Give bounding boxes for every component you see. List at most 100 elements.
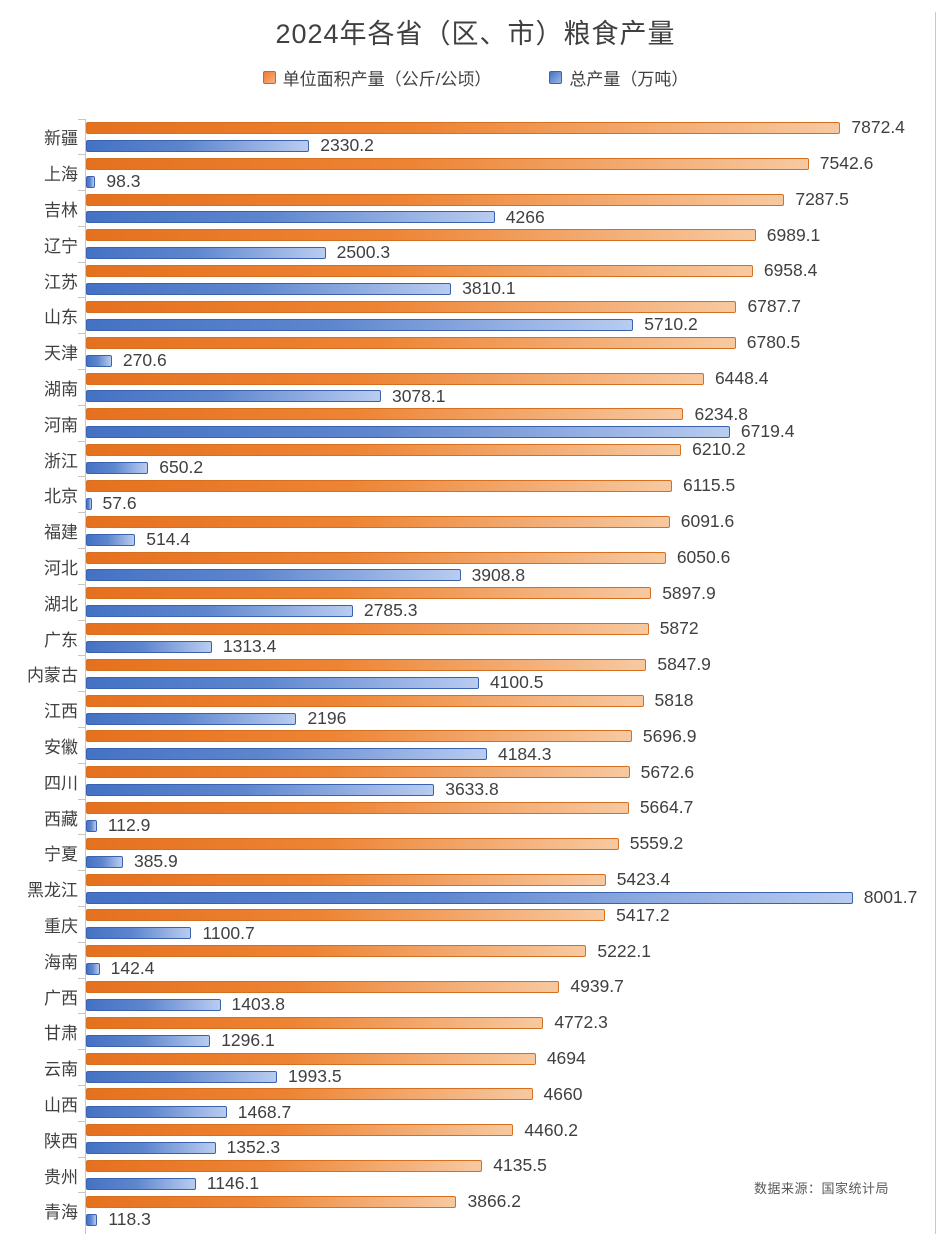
data-label: 6234.8: [694, 403, 748, 424]
data-label: 4266: [505, 206, 545, 227]
data-label: 4772.3: [554, 1012, 608, 1033]
total-output-bar-line: 514.4: [86, 530, 936, 549]
total-output-bar: [86, 1177, 196, 1190]
category-label: 云南: [44, 1060, 78, 1080]
category-label: 宁夏: [44, 845, 78, 865]
unit-yield-bar-line: 4772.3: [86, 1014, 936, 1032]
unit-yield-bar-line: 7872.4: [86, 119, 936, 137]
data-label: 6958.4: [763, 260, 818, 281]
category-row: 内蒙古 5847.9 4100.5: [27, 655, 936, 692]
category-label: 山东: [44, 308, 78, 328]
total-output-bar: [86, 640, 212, 653]
window-edge-line: [935, 12, 936, 1234]
category-label: 吉林: [44, 200, 78, 220]
data-label: 4184.3: [497, 743, 552, 764]
total-output-bar-line: 1468.7: [86, 1103, 936, 1121]
plot-area-wrapper: 新疆 7872.4 2330.2 上海 7542.6 98.3 吉林 7287.5 4266 辽宁…: [0, 118, 936, 1234]
data-label: 6719.4: [740, 421, 795, 442]
total-output-bar-line: 142.4: [86, 960, 936, 978]
category-row: 贵州 4135.5 1146.1: [44, 1156, 936, 1194]
data-label: 3908.8: [471, 564, 526, 585]
total-output-bar-line: 1993.5: [86, 1067, 936, 1086]
unit-yield-bar: [86, 766, 630, 779]
total-output-bar-line: 4100.5: [86, 674, 936, 692]
legend-item-unit-yield: 单位面积产量（公斤/公顷）: [262, 65, 491, 90]
total-output-bar: [86, 963, 100, 976]
unit-yield-bar-line: 4460.2: [86, 1121, 936, 1139]
category-label: 山西: [44, 1095, 78, 1115]
unit-yield-bar-line: 6989.1: [86, 226, 936, 244]
total-output-bar: [86, 175, 96, 188]
category-row: 甘肃 4772.3 1296.1: [44, 1013, 936, 1050]
data-label: 5897.9: [662, 582, 716, 603]
unit-yield-bar: [86, 265, 753, 278]
category-row: 北京 6115.5 57.6: [44, 475, 936, 514]
total-output-bar-line: 4266: [86, 208, 936, 226]
total-output-bar: [86, 784, 435, 797]
unit-yield-bar-line: 5423.4: [86, 868, 936, 889]
data-label: 385.9: [133, 851, 178, 872]
unit-yield-bar-line: 5222.1: [86, 942, 936, 960]
total-output-bar: [86, 998, 221, 1011]
unit-yield-bar-line: 6234.8: [86, 405, 936, 423]
unit-yield-bar: [86, 444, 682, 457]
total-output-bar-line: 1403.8: [86, 996, 936, 1014]
unit-yield-bar-line: 6780.5: [86, 333, 936, 352]
data-label: 7872.4: [851, 117, 905, 138]
total-output-bar: [86, 247, 326, 260]
data-label: 4100.5: [489, 672, 544, 693]
unit-yield-bar: [86, 623, 649, 636]
total-output-bar-line: 4184.3: [86, 745, 936, 763]
unit-yield-bar: [86, 1124, 514, 1137]
data-label: 112.9: [107, 815, 151, 836]
total-output-bar: [86, 139, 310, 152]
unit-yield-bar-line: 4694: [86, 1049, 936, 1068]
category-label: 安徽: [44, 737, 78, 757]
total-output-bar: [86, 927, 192, 940]
data-label: 6091.6: [680, 510, 735, 531]
category-row: 海南 5222.1 142.4: [44, 941, 936, 978]
unit-yield-bar-line: 5559.2: [86, 835, 936, 853]
data-label: 5423.4: [616, 868, 671, 889]
data-label: 5710.2: [644, 314, 698, 335]
unit-yield-bar-line: 6050.6: [86, 546, 936, 567]
total-output-bar-line: 1296.1: [86, 1031, 936, 1050]
data-label: 6050.6: [676, 546, 731, 567]
category-label: 福建: [44, 523, 78, 543]
category-row: 辽宁 6989.1 2500.3: [44, 225, 936, 262]
data-label: 1146.1: [206, 1173, 260, 1194]
category-row: 福建 6091.6 514.4: [44, 510, 936, 549]
total-output-bar-line: 118.3: [86, 1210, 936, 1229]
data-label: 4939.7: [570, 976, 624, 997]
data-label: 57.6: [102, 493, 137, 514]
data-source-note: 数据来源：国家统计局: [753, 1181, 889, 1196]
unit-yield-bar: [86, 1052, 536, 1065]
category-label: 浙江: [44, 451, 78, 471]
category-label: 四川: [44, 773, 78, 793]
unit-yield-bar-line: 5872: [86, 620, 936, 638]
category-row: 上海 7542.6 98.3: [44, 154, 936, 191]
category-label: 河北: [44, 558, 78, 578]
total-output-bar: [86, 748, 487, 761]
category-label: 天津: [44, 344, 78, 364]
data-label: 6115.5: [683, 475, 736, 496]
category-label: 青海: [44, 1203, 78, 1223]
data-label: 5222.1: [597, 940, 651, 961]
total-output-bar: [86, 283, 452, 296]
unit-yield-bar: [86, 157, 809, 170]
category-row: 湖南 6448.4 3078.1: [44, 369, 936, 406]
total-output-bar-line: 5710.2: [86, 316, 936, 334]
total-output-bar: [86, 318, 634, 331]
category-row: 四川 5672.6 3633.8: [44, 762, 936, 799]
total-output-bar: [86, 605, 353, 618]
unit-yield-bar: [86, 1088, 533, 1101]
data-label: 3078.1: [391, 385, 446, 406]
total-output-bar: [86, 891, 853, 904]
unit-yield-bar-line: 6958.4: [86, 262, 936, 280]
total-output-bar: [86, 569, 461, 582]
data-label: 142.4: [110, 958, 155, 979]
data-label: 5872: [659, 618, 699, 639]
category-label: 西藏: [44, 809, 78, 829]
unit-yield-bar: [86, 730, 632, 743]
category-label: 湖南: [44, 379, 78, 399]
